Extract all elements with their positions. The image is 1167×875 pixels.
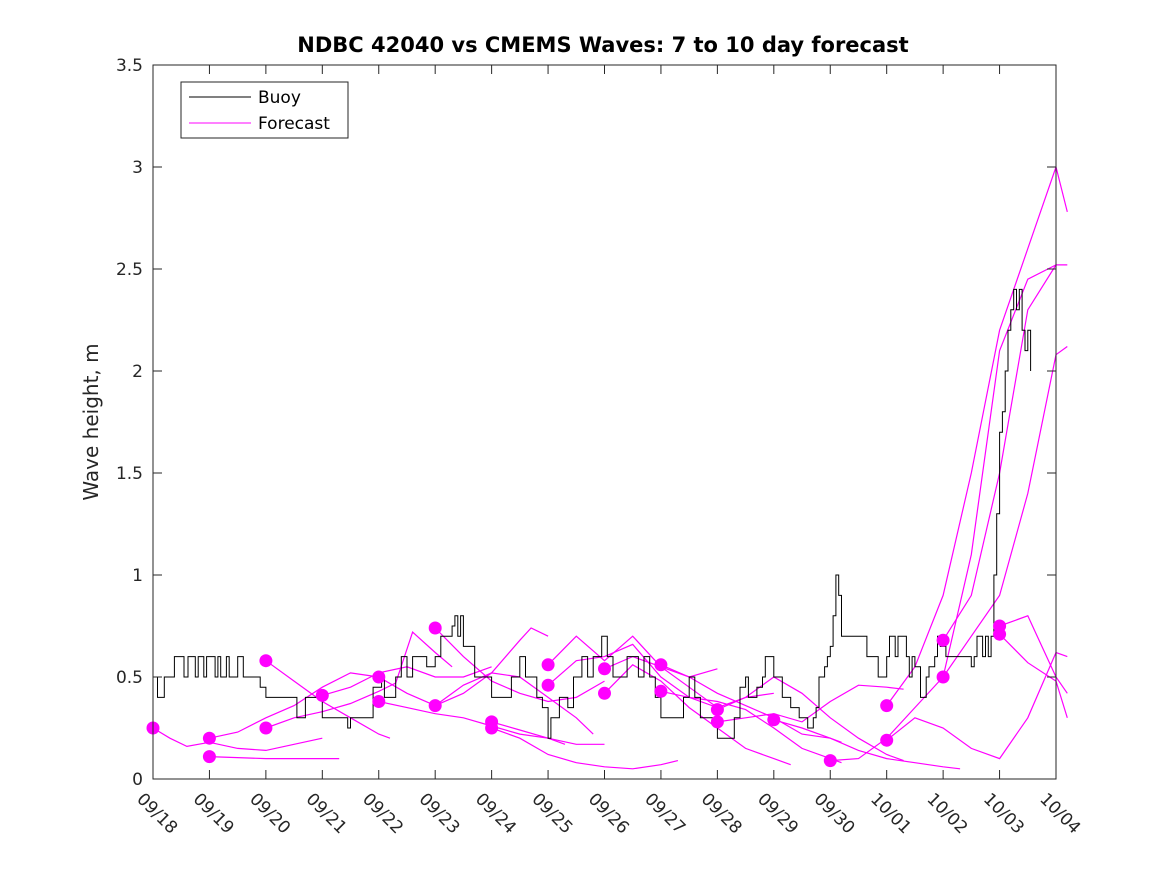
chart-title: NDBC 42040 vs CMEMS Waves: 7 to 10 day f… bbox=[297, 33, 908, 57]
x-tick-label: 09/26 bbox=[584, 789, 633, 838]
forecast-line-19 bbox=[717, 676, 904, 762]
x-tick-label: 09/18 bbox=[132, 789, 181, 838]
forecast-line-4 bbox=[265, 660, 391, 739]
y-tick-label: 1 bbox=[132, 566, 143, 586]
forecast-marker-group bbox=[146, 619, 1007, 768]
forecast-start-marker-19 bbox=[710, 703, 724, 717]
x-tick-label: 10/01 bbox=[866, 789, 915, 838]
forecast-start-marker-8 bbox=[372, 695, 386, 708]
x-tick-label: 09/25 bbox=[528, 789, 577, 838]
forecast-start-marker-20 bbox=[710, 715, 724, 729]
forecast-start-marker-15 bbox=[598, 662, 611, 676]
y-tick-label: 1.5 bbox=[116, 464, 143, 484]
y-tick-label: 3.5 bbox=[116, 56, 143, 76]
x-tick-label: 09/19 bbox=[189, 789, 238, 838]
x-tick-label: 09/29 bbox=[753, 789, 802, 838]
forecast-start-marker-21 bbox=[767, 713, 781, 727]
x-tick-label: 09/20 bbox=[245, 789, 294, 838]
forecast-start-marker-13 bbox=[541, 658, 555, 672]
forecast-start-marker-17 bbox=[654, 658, 668, 672]
y-axis-label: Wave height, m bbox=[79, 343, 103, 500]
forecast-line-3 bbox=[209, 756, 340, 760]
forecast-line-26 bbox=[942, 346, 1068, 678]
x-tick-label: 09/23 bbox=[415, 789, 464, 838]
legend: Buoy Forecast bbox=[180, 81, 349, 139]
forecast-line-27 bbox=[999, 615, 1068, 694]
y-axis: 0 0.5 1 1.5 2 2.5 3 3.5 bbox=[116, 56, 1056, 790]
x-tick-label: 09/24 bbox=[471, 789, 520, 838]
forecast-start-marker-7 bbox=[372, 670, 386, 684]
forecast-line-21 bbox=[773, 719, 961, 770]
y-tick-label: 3 bbox=[132, 158, 143, 178]
forecast-start-marker-23 bbox=[880, 699, 894, 713]
y-tick-label: 2.5 bbox=[116, 260, 143, 280]
y-tick-label: 2 bbox=[132, 362, 143, 382]
x-tick-label: 10/02 bbox=[923, 789, 972, 838]
forecast-line-24 bbox=[886, 651, 1068, 760]
forecast-start-marker-22 bbox=[823, 754, 837, 768]
x-tick-label: 09/21 bbox=[302, 789, 351, 838]
buoy-line bbox=[153, 288, 1032, 739]
forecast-start-marker-12 bbox=[485, 721, 499, 735]
forecast-line-5 bbox=[265, 631, 453, 729]
forecast-start-marker-26 bbox=[936, 670, 950, 684]
x-tick-label: 09/27 bbox=[640, 789, 689, 838]
x-tick-label: 09/30 bbox=[810, 789, 859, 838]
forecast-line-17 bbox=[660, 664, 842, 743]
x-tick-label: 10/04 bbox=[1035, 789, 1084, 838]
forecast-line-9 bbox=[434, 627, 605, 703]
x-tick-label: 09/22 bbox=[358, 789, 407, 838]
forecast-start-marker-28 bbox=[993, 627, 1007, 641]
forecast-start-marker-16 bbox=[598, 686, 611, 700]
legend-box bbox=[180, 81, 349, 139]
forecast-start-marker-5 bbox=[259, 721, 273, 735]
forecast-start-marker-24 bbox=[880, 733, 894, 747]
forecast-start-marker-6 bbox=[315, 688, 329, 702]
forecast-start-marker-2 bbox=[202, 731, 216, 745]
x-tick-label: 09/28 bbox=[697, 789, 746, 838]
legend-forecast-label: Forecast bbox=[258, 114, 330, 134]
forecast-start-marker-18 bbox=[654, 684, 668, 698]
forecast-line-2 bbox=[209, 672, 379, 739]
forecast-start-marker-3 bbox=[202, 750, 216, 764]
y-tick-label: 0 bbox=[132, 770, 143, 790]
forecast-line-28 bbox=[999, 633, 1068, 718]
forecast-start-marker-9 bbox=[428, 621, 442, 635]
forecast-line-12 bbox=[491, 727, 679, 770]
y-tick-label: 0.5 bbox=[116, 668, 143, 688]
forecast-line-1 bbox=[152, 727, 323, 752]
forecast-line-8 bbox=[378, 700, 566, 745]
forecast-start-marker-25 bbox=[936, 633, 950, 647]
forecast-line-25 bbox=[942, 264, 1068, 641]
forecast-start-marker-14 bbox=[541, 678, 555, 692]
buoy-series-group bbox=[153, 288, 1032, 739]
forecast-line-7 bbox=[378, 627, 549, 707]
legend-buoy-label: Buoy bbox=[258, 88, 301, 108]
forecast-line-23 bbox=[886, 164, 1068, 706]
x-tick-label: 10/03 bbox=[979, 789, 1028, 838]
forecast-start-marker-4 bbox=[259, 654, 273, 668]
forecast-start-marker-10 bbox=[428, 699, 442, 713]
